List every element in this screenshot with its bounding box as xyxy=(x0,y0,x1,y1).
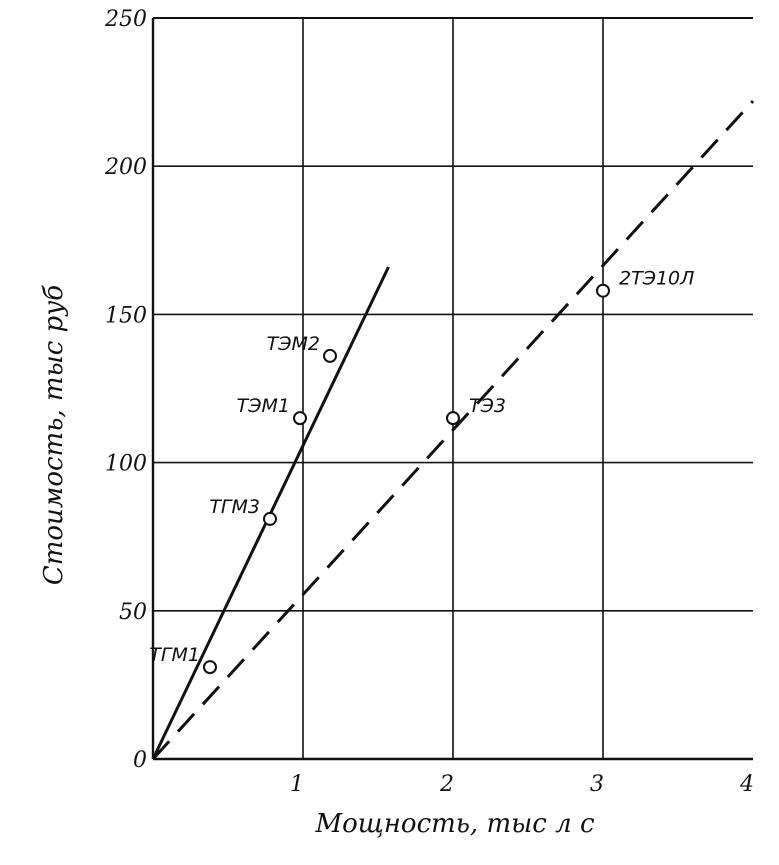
data-point-1 xyxy=(263,511,277,526)
x-tick-label-1: 2 xyxy=(439,772,454,797)
y-tick-label-4: 200 xyxy=(104,155,147,180)
y-tick-label-3: 150 xyxy=(105,303,147,328)
data-points: ТГМ1 ТГМ3 ТЭМ1 ТЭМ2 ТЭ3 2ТЭ10Л xyxy=(149,268,694,675)
point-label-2: ТЭМ1 xyxy=(237,395,290,417)
dashed-trend-line xyxy=(151,99,755,761)
y-tick-label-2: 100 xyxy=(105,452,147,477)
tick-labels: 0 50 100 150 200 250 1 2 3 4 xyxy=(104,7,754,797)
plot-frame xyxy=(151,17,753,761)
point-label-4: ТЭ3 xyxy=(469,395,506,417)
data-point-5 xyxy=(596,283,610,298)
point-label-1: ТГМ3 xyxy=(209,496,260,518)
y-tick-label-5: 250 xyxy=(104,7,147,32)
x-tick-label-2: 3 xyxy=(590,772,604,797)
x-axis-title: Мощность, тыс л с xyxy=(314,809,594,839)
y-axis-title: Стоимость, тыс руб xyxy=(39,285,69,585)
y-tick-label-0: 0 xyxy=(133,748,147,773)
point-label-5: 2ТЭ10Л xyxy=(619,268,694,290)
point-label-0: ТГМ1 xyxy=(149,644,200,666)
grid xyxy=(153,18,753,759)
data-point-3 xyxy=(323,348,337,363)
point-label-3: ТЭМ2 xyxy=(267,333,320,355)
x-tick-label-3: 4 xyxy=(739,772,754,797)
data-point-2 xyxy=(293,411,307,426)
x-tick-label-0: 1 xyxy=(290,772,304,797)
data-point-4 xyxy=(446,411,460,426)
y-tick-label-1: 50 xyxy=(119,600,147,625)
data-point-0 xyxy=(203,660,217,675)
